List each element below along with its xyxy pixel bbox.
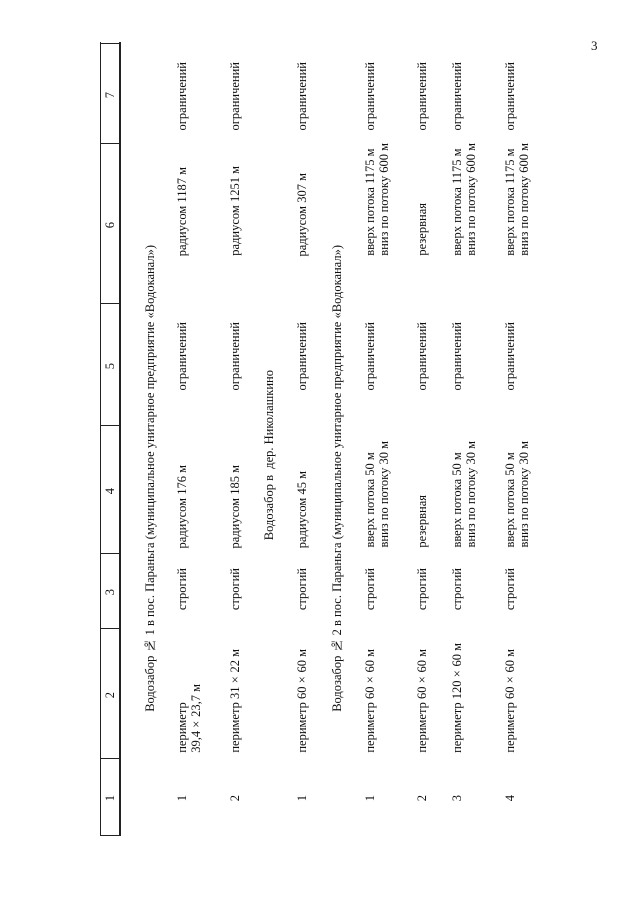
section-title: Водозабор № 1 в пос. Параньга (муниципал… (143, 245, 157, 712)
header-divider (100, 758, 120, 759)
section-title: Водозабор в дер. Николашкино (262, 369, 276, 540)
section-title: Водозабор № 2 в пос. Параньга (муниципал… (330, 245, 344, 712)
table-cell-col1: 1 (295, 794, 309, 801)
table-cell-col3: строгий (415, 567, 429, 610)
column-header-4: 4 (103, 487, 117, 494)
table-cell-col1: 3 (450, 794, 464, 801)
table-cell-col1: 4 (503, 794, 517, 801)
header-divider (100, 835, 120, 836)
table-cell-col7: ограничений (175, 61, 189, 130)
header-divider (100, 43, 120, 44)
table-cell-col6: радиусом 1251 м (228, 166, 242, 256)
table-cell-col3: строгий (503, 567, 517, 610)
column-header-7: 7 (103, 91, 117, 98)
table-cell-col3: строгий (450, 567, 464, 610)
table-cell-col7: ограничений (228, 61, 242, 130)
header-divider (100, 553, 120, 554)
table-cell-col5: ограничений (363, 321, 377, 390)
table-cell-col1: 2 (415, 794, 429, 801)
table-cell-col4: вверх потока 50 м вниз по потоку 30 м (363, 441, 391, 548)
table-cell-col2: периметр 39,4×23,7 м (175, 684, 203, 753)
table-cell-col3: строгий (295, 567, 309, 610)
table-cell-col4: радиусом 176 м (175, 464, 189, 548)
table-cell-col5: ограничений (228, 321, 242, 390)
header-divider (100, 143, 120, 144)
column-header-1: 1 (103, 794, 117, 801)
table-cell-col6: радиусом 1187 м (175, 166, 189, 256)
column-header-5: 5 (103, 362, 117, 369)
table-cell-col7: ограничений (503, 61, 517, 130)
table-cell-col4: резервная (415, 495, 429, 548)
table-cell-col2: периметр 120×60 м (450, 643, 464, 753)
table-cell-col5: ограничений (503, 321, 517, 390)
table-cell-col1: 1 (363, 794, 377, 801)
table-cell-col1: 1 (175, 794, 189, 801)
table-cell-col2: периметр 60×60 м (503, 649, 517, 753)
table-cell-col5: ограничений (175, 321, 189, 390)
table-cell-col4: вверх потока 50 м вниз по потоку 30 м (503, 441, 531, 548)
table-cell-col4: вверх потока 50 м вниз по потоку 30 м (450, 441, 478, 548)
column-header-2: 2 (103, 691, 117, 698)
table-cell-col7: ограничений (295, 61, 309, 130)
table-cell-col4: радиусом 185 м (228, 464, 242, 548)
table-cell-col5: ограничений (450, 321, 464, 390)
table-cell-col4: радиусом 45 м (295, 470, 309, 548)
table-cell-col7: ограничений (363, 61, 377, 130)
table-cell-col6: вверх потока 1175 м вниз по потоку 600 м (363, 143, 391, 256)
header-right-border (119, 42, 121, 836)
table-cell-col1: 2 (228, 794, 242, 801)
table-cell-col7: ограничений (450, 61, 464, 130)
table-cell-col2: периметр 60×60 м (363, 649, 377, 753)
header-divider (100, 628, 120, 629)
column-header-3: 3 (103, 588, 117, 595)
table-cell-col2: периметр 60×60 м (415, 649, 429, 753)
table-cell-col3: строгий (228, 567, 242, 610)
table-cell-col5: ограничений (295, 321, 309, 390)
table-cell-col7: ограничений (415, 61, 429, 130)
table-cell-col3: строгий (175, 567, 189, 610)
table-cell-col5: ограничений (415, 321, 429, 390)
header-divider (100, 303, 120, 304)
page-number: 3 (591, 38, 598, 53)
table-cell-col6: вверх потока 1175 м вниз по потоку 600 м (503, 143, 531, 256)
table-cell-col6: вверх потока 1175 м вниз по потоку 600 м (450, 143, 478, 256)
table-cell-col3: строгий (363, 567, 377, 610)
table-cell-col2: периметр 60×60 м (295, 649, 309, 753)
column-header-6: 6 (103, 221, 117, 228)
table-cell-col6: резервная (415, 203, 429, 256)
header-divider (100, 425, 120, 426)
table-left-border (100, 42, 101, 836)
table-cell-col2: периметр 31×22 м (228, 649, 242, 753)
table-cell-col6: радиусом 307 м (295, 172, 309, 256)
